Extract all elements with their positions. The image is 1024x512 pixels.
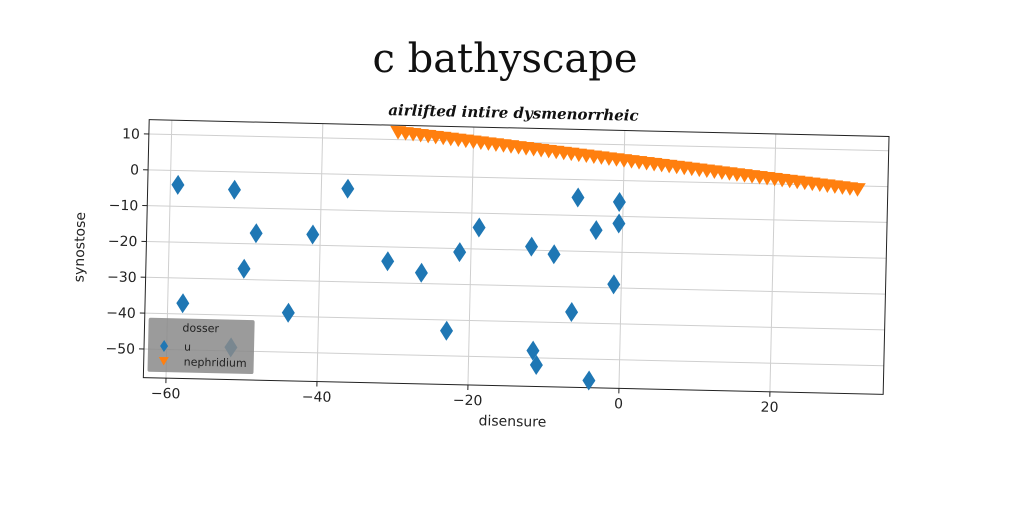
data-point-u [589, 220, 603, 241]
data-point-u [381, 251, 395, 272]
x-tick-label: 20 [760, 400, 778, 416]
data-point-u [547, 244, 561, 265]
y-tick-label: 0 [130, 162, 139, 178]
data-point-u [306, 224, 320, 245]
x-grid-line [467, 127, 475, 385]
data-point-u [571, 187, 585, 208]
plot-frame [142, 119, 890, 395]
data-point-u [249, 223, 263, 244]
data-point-u [472, 217, 486, 238]
x-tick-label: −60 [151, 386, 181, 403]
data-point-u [582, 370, 596, 391]
y-tick-label: −40 [106, 305, 136, 322]
x-tick-label: 0 [614, 396, 623, 412]
y-axis-label: synostose [71, 212, 89, 283]
data-point-u [414, 262, 428, 283]
data-point-u [440, 320, 454, 341]
y-grid-line [148, 169, 888, 188]
y-tick-label: 10 [122, 126, 140, 142]
legend-marker-nephridium [158, 356, 169, 366]
legend-marker-u [160, 340, 169, 353]
figure-title: c bathyscape [372, 36, 637, 82]
y-grid-line [145, 276, 886, 295]
x-grid-line [618, 130, 626, 389]
x-grid-line [316, 123, 324, 382]
legend-label: nephridium [184, 356, 247, 370]
data-point-u [237, 258, 251, 279]
axis-ticks: −60 −40 −20 0 20 10 0 −10 −20 −30 −40 −50 [105, 126, 778, 416]
data-point-u [526, 340, 540, 361]
data-marks [171, 125, 866, 391]
y-tick-label: −10 [109, 198, 139, 215]
y-grid-line [146, 240, 887, 259]
legend-title: dosser [182, 321, 219, 335]
chart-subtitle: airlifted intire dysmenorrheic [388, 101, 639, 125]
data-point-u [565, 302, 579, 323]
data-point-u [453, 242, 467, 263]
x-tick-label: −20 [453, 393, 483, 410]
grid [143, 120, 889, 392]
x-tick-label: −40 [302, 389, 332, 406]
data-point-u [525, 236, 539, 257]
y-grid-line [144, 312, 885, 331]
data-point-u [341, 178, 355, 199]
y-tick-label: −30 [107, 269, 137, 286]
data-point-u [607, 274, 621, 295]
y-grid-line [143, 348, 884, 367]
x-axis-label: disensure [478, 413, 546, 431]
y-tick-label: −50 [105, 341, 135, 358]
data-point-u [529, 355, 543, 376]
legend-box [147, 317, 255, 375]
data-point-u [227, 179, 241, 200]
data-point-u [176, 293, 190, 314]
data-point-u [612, 192, 626, 213]
legend-items: u nephridium [158, 340, 247, 370]
data-point-nephridium [849, 182, 866, 197]
legend: dosser u nephridium [147, 317, 255, 375]
legend-label: u [184, 341, 191, 354]
data-point-u [171, 174, 185, 195]
y-tick-label: −20 [108, 234, 138, 251]
data-point-u [281, 302, 295, 323]
plot-area: airlifted intire dysmenorrheic −60 −40 −20… [71, 101, 890, 431]
data-point-u [612, 213, 626, 234]
y-grid-line [147, 205, 888, 223]
